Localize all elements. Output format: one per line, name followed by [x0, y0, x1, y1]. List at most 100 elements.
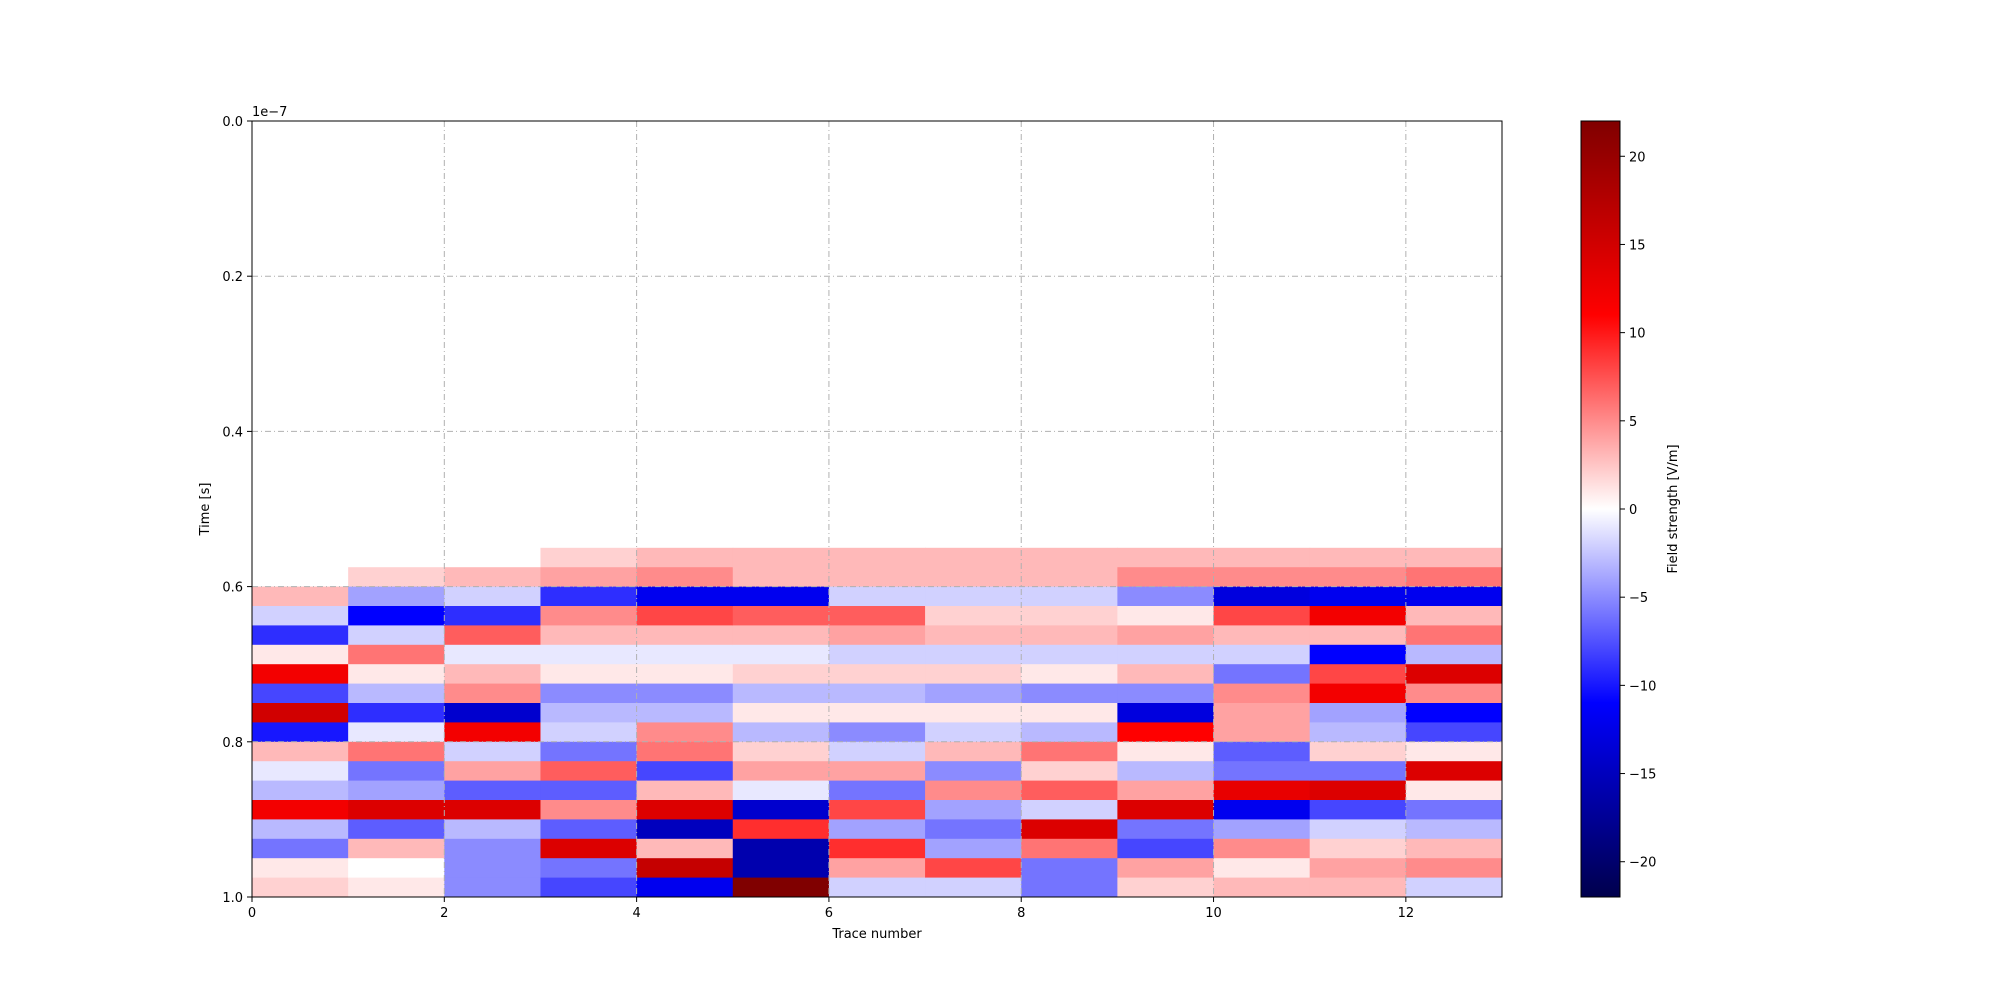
heatmap-cell	[732, 567, 830, 588]
heatmap-cell	[348, 664, 445, 685]
heatmap-cell	[252, 586, 349, 607]
heatmap-cell	[828, 780, 926, 801]
heatmap-cell	[1405, 644, 1503, 665]
heatmap-cell	[1309, 838, 1407, 859]
heatmap-cell	[348, 761, 445, 782]
heatmap-cell	[925, 586, 1022, 607]
heatmap-cell	[1405, 586, 1503, 607]
heatmap-cell	[252, 606, 349, 626]
heatmap-cell	[732, 606, 830, 626]
heatmap-cell	[828, 703, 926, 723]
heatmap-cell	[732, 683, 830, 704]
heatmap-cell	[444, 761, 541, 782]
heatmap-cell	[1213, 683, 1311, 704]
heatmap-cell	[1405, 547, 1503, 568]
heatmap-cell	[540, 761, 638, 782]
heatmap-cell	[1117, 838, 1215, 859]
heatmap-cell	[636, 683, 734, 704]
heatmap-cell	[444, 567, 541, 588]
y-tick-label: 0.2	[222, 270, 243, 285]
heatmap-cell	[732, 664, 830, 685]
heatmap-cell	[925, 703, 1022, 723]
heatmap-cell	[925, 683, 1022, 704]
trace-column-0	[252, 547, 349, 898]
heatmap-cell	[444, 625, 541, 646]
heatmap-cell	[636, 819, 734, 840]
x-axis: 0 2 4 6 8 10 12	[248, 897, 1414, 921]
heatmap-cell	[732, 800, 830, 820]
heatmap-cell	[348, 567, 445, 588]
y-axis-offset-label: 1e−7	[252, 105, 287, 120]
heatmap-cell	[1405, 567, 1503, 588]
heatmap-cell	[540, 877, 638, 898]
heatmap-cell	[925, 819, 1022, 840]
heatmap-cell	[1213, 800, 1311, 820]
heatmap-cell	[1213, 838, 1311, 859]
colorbar-tick-label: −15	[1629, 768, 1656, 783]
heatmap-cell	[828, 722, 926, 743]
heatmap-cell	[1309, 800, 1407, 820]
heatmap-cell	[444, 819, 541, 840]
heatmap-cell	[540, 606, 638, 626]
heatmap-cell	[1309, 703, 1407, 723]
heatmap-cell	[444, 664, 541, 685]
heatmap-cell	[1213, 703, 1311, 723]
heatmap-cell	[348, 838, 445, 859]
heatmap-cell	[444, 606, 541, 626]
heatmap-cell	[732, 586, 830, 607]
heatmap-cell	[540, 664, 638, 685]
heatmap-cell	[444, 683, 541, 704]
heatmap-cell	[828, 586, 926, 607]
heatmap-cell	[1405, 683, 1503, 704]
heatmap-cell	[1405, 838, 1503, 859]
heatmap-cell	[828, 838, 926, 859]
heatmap-cell	[540, 780, 638, 801]
heatmap-cell	[828, 819, 926, 840]
colorbar-tick-label: 15	[1629, 238, 1646, 253]
trace-column-8	[1021, 547, 1118, 898]
y-tick-label: 1.0	[222, 891, 243, 906]
trace-column-2	[444, 547, 541, 898]
heatmap-cell	[252, 819, 349, 840]
heatmap-cell	[1213, 858, 1311, 879]
heatmap-cell	[1021, 858, 1118, 879]
trace-column-11	[1309, 547, 1407, 898]
heatmap-cell	[348, 819, 445, 840]
heatmap-cell	[925, 858, 1022, 879]
colorbar-tick-label: −20	[1629, 856, 1656, 871]
heatmap-cell	[732, 703, 830, 723]
heatmap-cell	[348, 780, 445, 801]
heatmap-cell	[1405, 800, 1503, 820]
heatmap-cell	[1213, 780, 1311, 801]
heatmap-cell	[1021, 819, 1118, 840]
heatmap-cell	[1309, 567, 1407, 588]
heatmap-cell	[252, 877, 349, 898]
heatmap-cell	[1213, 664, 1311, 685]
x-tick-label: 4	[632, 906, 640, 921]
heatmap-cell	[925, 547, 1022, 568]
heatmap-cell	[636, 547, 734, 568]
heatmap-cell	[444, 547, 541, 568]
heatmap-cell	[1117, 858, 1215, 879]
heatmap-cell	[636, 625, 734, 646]
heatmap-cell	[1309, 722, 1407, 743]
heatmap-cell	[732, 625, 830, 646]
heatmap-cell	[540, 703, 638, 723]
x-tick-label: 6	[825, 906, 833, 921]
heatmap-cell	[1213, 625, 1311, 646]
heatmap-cell	[1213, 644, 1311, 665]
heatmap-cell	[348, 606, 445, 626]
heatmap-cell	[1405, 703, 1503, 723]
heatmap-cell	[348, 877, 445, 898]
heatmap-cell	[636, 761, 734, 782]
colorbar-ticks: 20 15 10 5 0 −5 −10 −15 −20	[1620, 150, 1656, 871]
heatmap-cell	[828, 683, 926, 704]
heatmap-cell	[1405, 606, 1503, 626]
heatmap-cell	[1213, 819, 1311, 840]
heatmap-cell	[1309, 819, 1407, 840]
heatmap-cell	[348, 586, 445, 607]
x-tick-label: 12	[1398, 906, 1415, 921]
heatmap-cell	[444, 858, 541, 879]
heatmap-cell	[828, 800, 926, 820]
